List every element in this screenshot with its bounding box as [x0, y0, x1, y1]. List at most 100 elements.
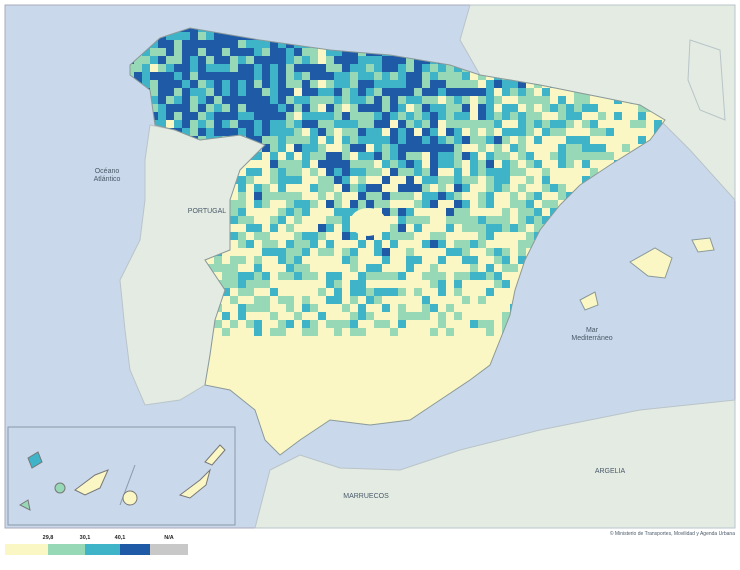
municipality-cell: [518, 256, 527, 265]
municipality-cell: [422, 128, 431, 137]
municipality-cell: [254, 376, 263, 385]
municipality-cell: [430, 96, 439, 105]
municipality-cell: [590, 96, 599, 105]
municipality-cell: [230, 96, 239, 105]
municipality-cell: [454, 288, 463, 297]
municipality-cell: [374, 312, 383, 321]
municipality-cell: [286, 80, 295, 89]
municipality-cell: [606, 128, 615, 137]
municipality-cell: [286, 440, 295, 449]
municipality-cell: [326, 376, 335, 385]
municipality-cell: [222, 280, 231, 289]
municipality-cell: [278, 128, 287, 137]
municipality-cell: [406, 400, 415, 409]
municipality-cell: [414, 96, 423, 105]
municipality-cell: [478, 296, 487, 305]
municipality-cell: [606, 152, 615, 161]
municipality-cell: [302, 152, 311, 161]
municipality-cell: [622, 128, 631, 137]
municipality-cell: [366, 240, 375, 249]
municipality-cell: [518, 176, 527, 185]
municipality-cell: [342, 96, 351, 105]
municipality-cell: [470, 136, 479, 145]
municipality-cell: [478, 264, 487, 273]
municipality-cell: [326, 296, 335, 305]
municipality-cell: [382, 192, 391, 201]
municipality-cell: [302, 256, 311, 265]
municipality-cell: [270, 416, 279, 425]
municipality-cell: [494, 272, 503, 281]
municipality-cell: [334, 312, 343, 321]
municipality-cell: [622, 144, 631, 153]
municipality-cell: [350, 256, 359, 265]
municipality-cell: [486, 216, 495, 225]
municipality-cell: [262, 80, 271, 89]
municipality-cell: [502, 216, 511, 225]
municipality-cell: [166, 104, 175, 113]
municipality-cell: [390, 160, 399, 169]
municipality-cell: [542, 176, 551, 185]
municipality-cell: [446, 224, 455, 233]
municipality-cell: [238, 288, 247, 297]
municipality-cell: [254, 296, 263, 305]
municipality-cell: [430, 72, 439, 81]
municipality-cell: [294, 56, 303, 65]
municipality-cell: [302, 176, 311, 185]
municipality-cell: [334, 80, 343, 89]
municipality-cell: [454, 208, 463, 217]
municipality-cell: [230, 352, 239, 361]
municipality-cell: [598, 104, 607, 113]
municipality-cell: [382, 216, 391, 225]
municipality-cell: [502, 296, 511, 305]
municipality-cell: [214, 88, 223, 97]
municipality-cell: [446, 152, 455, 161]
municipality-cell: [334, 136, 343, 145]
municipality-cell: [454, 248, 463, 257]
municipality-cell: [598, 144, 607, 153]
municipality-cell: [358, 336, 367, 345]
municipality-cell: [286, 160, 295, 169]
municipality-cell: [558, 152, 567, 161]
municipality-cell: [190, 80, 199, 89]
municipality-cell: [638, 136, 647, 145]
municipality-cell: [510, 112, 519, 121]
municipality-cell: [270, 120, 279, 129]
municipality-cell: [278, 216, 287, 225]
municipality-cell: [430, 264, 439, 273]
municipality-cell: [478, 112, 487, 121]
municipality-cell: [566, 96, 575, 105]
municipality-cell: [470, 320, 479, 329]
municipality-cell: [294, 176, 303, 185]
municipality-cell: [326, 280, 335, 289]
municipality-cell: [582, 104, 591, 113]
municipality-cell: [230, 56, 239, 65]
municipality-cell: [342, 336, 351, 345]
municipality-cell: [270, 376, 279, 385]
municipality-cell: [230, 40, 239, 49]
municipality-cell: [398, 352, 407, 361]
municipality-cell: [334, 128, 343, 137]
municipality-cell: [510, 280, 519, 289]
municipality-cell: [334, 248, 343, 257]
municipality-cell: [302, 248, 311, 257]
municipality-cell: [534, 128, 543, 137]
municipality-cell: [310, 72, 319, 81]
municipality-cell: [462, 192, 471, 201]
municipality-cell: [398, 416, 407, 425]
municipality-cell: [462, 112, 471, 121]
municipality-cell: [262, 168, 271, 177]
municipality-cell: [382, 136, 391, 145]
municipality-cell: [430, 336, 439, 345]
municipality-cell: [446, 296, 455, 305]
municipality-cell: [334, 376, 343, 385]
municipality-cell: [214, 72, 223, 81]
municipality-cell: [574, 160, 583, 169]
municipality-cell: [430, 192, 439, 201]
municipality-cell: [254, 384, 263, 393]
municipality-cell: [566, 184, 575, 193]
municipality-cell: [174, 56, 183, 65]
municipality-cell: [390, 280, 399, 289]
municipality-cell: [422, 104, 431, 113]
municipality-cell: [342, 72, 351, 81]
municipality-cell: [518, 152, 527, 161]
